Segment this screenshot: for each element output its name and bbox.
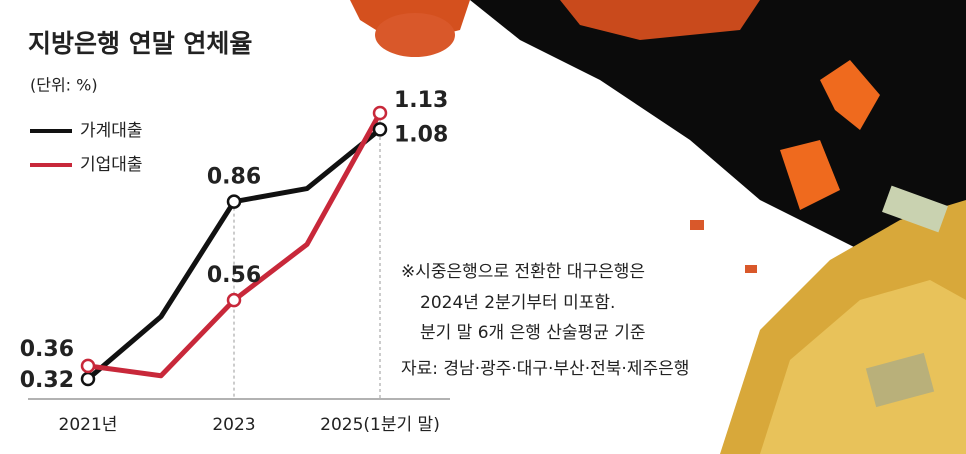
source: 자료: 경남·광주·대구·부산·전북·제주은행	[401, 359, 689, 379]
point-marker	[226, 292, 242, 308]
note-line: ※시중은행으로 전환한 대구은행은	[401, 262, 645, 282]
note-line: 2024년 2분기부터 미포함.	[420, 293, 615, 313]
x-tick-label: 2025(1분기 말)	[320, 415, 440, 435]
unit-label: (단위: %)	[30, 76, 98, 95]
value-label: 1.08	[394, 122, 448, 147]
x-tick-label: 2021년	[59, 415, 118, 435]
background-art	[350, 0, 966, 454]
legend-label: 기업대출	[80, 155, 143, 175]
value-label: 0.56	[207, 263, 261, 288]
point-marker	[372, 105, 388, 121]
point-marker	[226, 194, 242, 209]
point-marker	[80, 358, 96, 374]
point-marker	[80, 371, 96, 387]
x-tick-label: 2023	[212, 415, 255, 435]
note-line: 분기 말 6개 은행 산술평균 기준	[420, 323, 646, 343]
legend-label: 가계대출	[80, 121, 143, 141]
chart-title: 지방은행 연말 연체율	[28, 29, 252, 58]
point-marker	[372, 122, 388, 137]
value-label: 0.86	[207, 165, 261, 190]
value-label: 1.13	[394, 88, 448, 113]
value-label: 0.36	[20, 337, 74, 362]
value-label: 0.32	[20, 368, 74, 393]
